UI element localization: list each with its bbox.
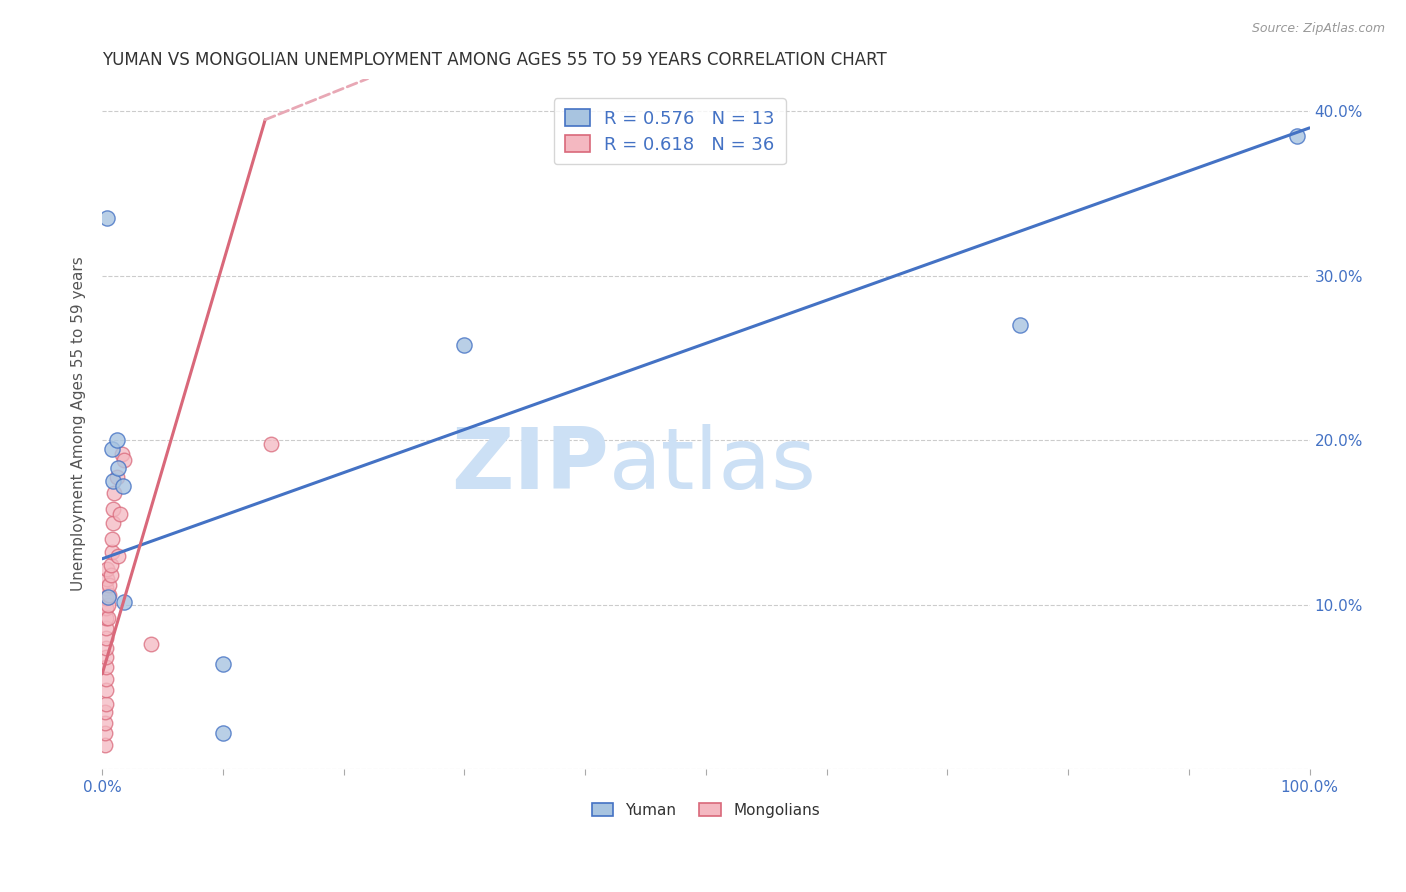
Point	[94, 650, 117, 665]
Point	[96, 572, 118, 586]
Point	[97, 598, 120, 612]
Point	[94, 611, 117, 625]
Point	[94, 697, 117, 711]
Point	[96, 211, 118, 226]
Point	[110, 446, 132, 460]
Point	[97, 590, 120, 604]
Point	[107, 461, 129, 475]
Point	[98, 588, 121, 602]
Point	[97, 611, 120, 625]
Point	[94, 582, 117, 596]
Text: ZIP: ZIP	[451, 424, 609, 507]
Point	[94, 683, 117, 698]
Point	[1008, 318, 1031, 333]
Point	[453, 338, 475, 352]
Point	[93, 716, 115, 731]
Point	[94, 631, 117, 645]
Point	[101, 532, 124, 546]
Point	[94, 621, 117, 635]
Point	[112, 453, 135, 467]
Point	[105, 434, 128, 448]
Point	[110, 508, 132, 522]
Point	[101, 516, 124, 530]
Point	[105, 469, 128, 483]
Point	[94, 640, 117, 655]
Text: Source: ZipAtlas.com: Source: ZipAtlas.com	[1251, 22, 1385, 36]
Point	[101, 475, 124, 489]
Point	[94, 601, 117, 615]
Point	[212, 657, 235, 671]
Point	[93, 705, 115, 719]
Text: YUMAN VS MONGOLIAN UNEMPLOYMENT AMONG AGES 55 TO 59 YEARS CORRELATION CHART: YUMAN VS MONGOLIAN UNEMPLOYMENT AMONG AG…	[103, 51, 887, 69]
Legend: Yuman, Mongolians: Yuman, Mongolians	[586, 797, 825, 824]
Point	[111, 479, 134, 493]
Point	[93, 738, 115, 752]
Point	[101, 442, 124, 456]
Point	[107, 549, 129, 563]
Point	[100, 558, 122, 573]
Point	[94, 672, 117, 686]
Point	[260, 436, 283, 450]
Point	[96, 562, 118, 576]
Point	[100, 568, 122, 582]
Text: atlas: atlas	[609, 424, 817, 507]
Y-axis label: Unemployment Among Ages 55 to 59 years: Unemployment Among Ages 55 to 59 years	[72, 257, 86, 591]
Point	[98, 578, 121, 592]
Point	[93, 726, 115, 740]
Point	[139, 637, 162, 651]
Point	[94, 591, 117, 606]
Point	[101, 502, 124, 516]
Point	[1286, 129, 1309, 144]
Point	[112, 594, 135, 608]
Point	[212, 726, 235, 740]
Point	[94, 660, 117, 674]
Point	[101, 545, 124, 559]
Point	[103, 486, 125, 500]
